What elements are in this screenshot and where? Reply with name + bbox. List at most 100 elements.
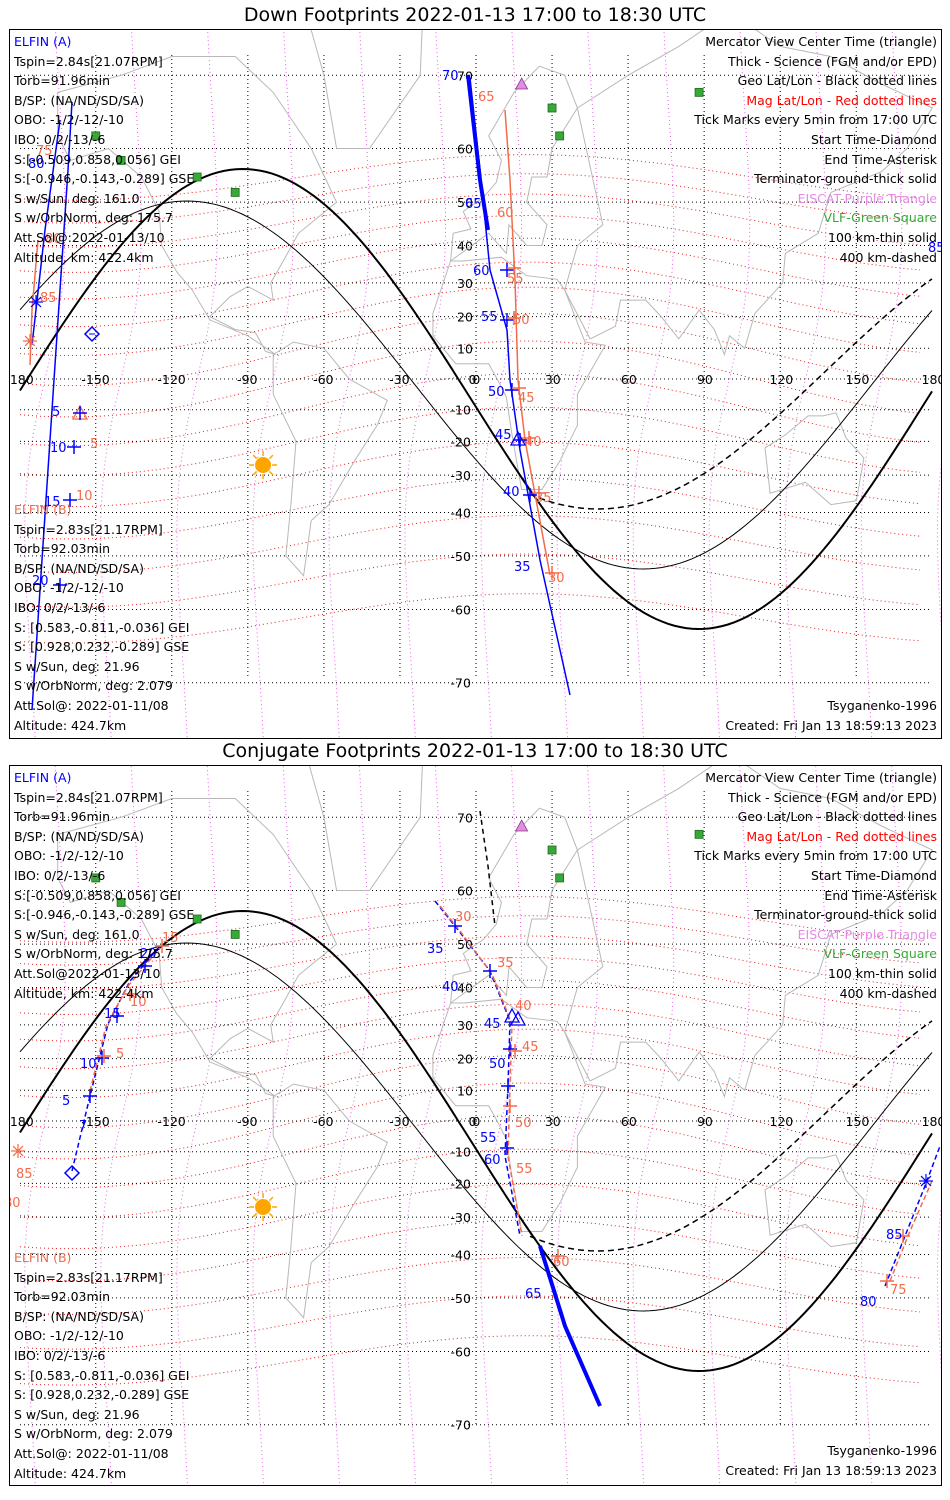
legend-item: Mag Lat/Lon - Red dotted lines [746,828,937,844]
sat-a-line: Tspin=2.84s[21.07RPM] [14,53,163,69]
coastline [432,998,607,1232]
sat-a-line: Altitude, km: 422.4km [14,985,154,1001]
track-b-africa [504,109,551,576]
vlf-square [91,873,101,883]
lat-tick-label: 60 [457,142,473,157]
vlf-square [555,873,565,883]
center-time-triangle [509,1010,527,1026]
lat-tick-label: 40 [457,238,473,253]
track-a-time-label: 65 [465,197,482,212]
sat-a-line: S:[-0.946,-0.143,-0.289] GSE [14,907,195,923]
created-label: Created: Fri Jan 13 18:59:13 2023 [725,717,937,733]
terminator-ground [19,909,933,1373]
track-a-time-label: 70 [442,69,459,84]
lat-tick-label: -60 [451,1344,471,1359]
track-b-time-label: 75 [890,1283,907,1298]
track-a-time-label: 45 [484,1017,501,1032]
track-a-time-label: 20 [140,947,157,962]
panel-title-down: Down Footprints 2022-01-13 17:00 to 18:3… [243,4,707,26]
track-b-time-label: 80 [10,1196,21,1211]
mag-lon-line [632,766,675,1485]
vlf-square [555,131,565,141]
track-b-time-label: 45 [522,1040,539,1055]
mag-lon-line [100,766,142,1485]
panel-title-conjugate: Conjugate Footprints 2022-01-13 17:00 to… [222,740,728,762]
sat-a-line: Att.Sol@2022-01-13/10 [14,965,161,981]
track-b-time-label: 40 [515,999,532,1014]
vlf-square [192,914,202,924]
track-b-time-label: 85 [40,291,57,306]
lat-tick-label: -10 [451,403,471,418]
lon-tick-label: -30 [389,1114,409,1129]
mag-lon-line [860,30,903,738]
legend-item: Mercator View Center Time (triangle) [705,34,937,49]
track-a-time-label: 80 [28,157,45,172]
sat-a-line: OBO: -1/2/-12/-10 [14,112,124,128]
lat-tick-label: 20 [457,1052,473,1067]
sun-ray [252,1196,258,1202]
map-canvas-conjugate: -180-150-120-90-60-300306090120150180706… [10,766,941,1485]
track-a-time-label: 15 [44,495,61,510]
sat-a-line: IBO: 0/2/-13/-6 [14,867,106,883]
mag-lat-line [19,406,921,476]
sat-a-line: B/SP: (NA/ND/SD/SA) [14,92,144,108]
track-b-time-label: 55 [516,1162,533,1177]
track-b-time-label: 10 [76,489,93,504]
legend-item: Start Time-Diamond [810,131,937,147]
track-a-conj [434,900,521,1237]
lon-tick-label: 150 [845,1114,869,1129]
sat-a-line: S w/OrbNorm, deg: 175.7 [14,210,173,226]
vlf-square [116,897,126,907]
coastline [272,341,388,577]
track-b-time-label: 10 [130,995,147,1010]
end-asterisk [12,1145,24,1157]
mag-lon-line [708,30,751,738]
mag-lat-line [19,312,921,387]
sat-a-name: ELFIN (A) [14,34,72,49]
mag-lat-line [19,214,921,273]
sat-b-line: Att.Sol@: 2022-01-11/08 [14,697,169,713]
mag-lat-line [19,154,921,201]
lon-tick-label: 180 [922,372,942,387]
sun-ray [252,1212,258,1218]
sat-a-line: S:[-0.946,-0.143,-0.289] GSE [14,171,195,187]
sat-b-line: IBO: 0/2/-13/-6 [14,1347,106,1363]
lon-tick-label: -120 [157,1114,185,1129]
track-a-time-label: 50 [488,385,505,400]
sat-b-line: S: [0.928,0.232,-0.289] GSE [14,1387,190,1403]
vlf-square [547,845,557,855]
lat-tick-label: 40 [457,980,473,995]
sat-a-line: Altitude, km: 422.4km [14,249,154,265]
track-b-time-label: 30 [455,910,472,925]
track-b-time-label: 5 [116,1047,124,1062]
sun-ray [252,454,258,460]
coastline [764,1154,865,1248]
lat-tick-label: 50 [457,937,473,952]
legend-item: Start Time-Diamond [810,867,937,883]
track-b-time-label: 80 [45,232,62,247]
sat-a-info: ELFIN (A) Tspin=2.84s[21.07RPM] Torb=91.… [14,768,194,1003]
coastline [272,1083,388,1319]
start-diamond [63,1164,81,1182]
track-a-time-label: 5 [62,1094,70,1109]
coastline [449,807,578,1005]
coastline [57,798,338,1097]
sat-b-name: ELFIN (B) [14,1250,72,1265]
terminator-ground [19,167,933,631]
lat-tick-label: 30 [457,276,473,291]
track-b-time-label: 85 [928,241,941,256]
track-a-time-label: 60 [473,264,490,279]
created-label: Created: Fri Jan 13 18:59:13 2023 [725,1462,937,1478]
mag-lon-line [176,766,218,1485]
sat-b-line: B/SP: (NA/ND/SD/SA) [14,1308,144,1324]
lat-tick-label: -70 [451,1418,471,1433]
track-a-time-label: 55 [481,310,498,325]
lon-tick-label: 150 [845,372,869,387]
sat-a-info: ELFIN (A) Tspin=2.84s[21.07RPM] Torb=91.… [14,32,194,267]
mag-lon-line [480,766,523,1485]
lon-tick-label: -150 [81,1114,109,1129]
lat-tick-label: 10 [457,341,473,356]
coastline [564,766,934,1099]
sat-b-line: S w/OrbNorm, deg: 2.079 [14,678,173,694]
sat-b-line: S w/Sun, deg: 21.96 [14,658,140,674]
